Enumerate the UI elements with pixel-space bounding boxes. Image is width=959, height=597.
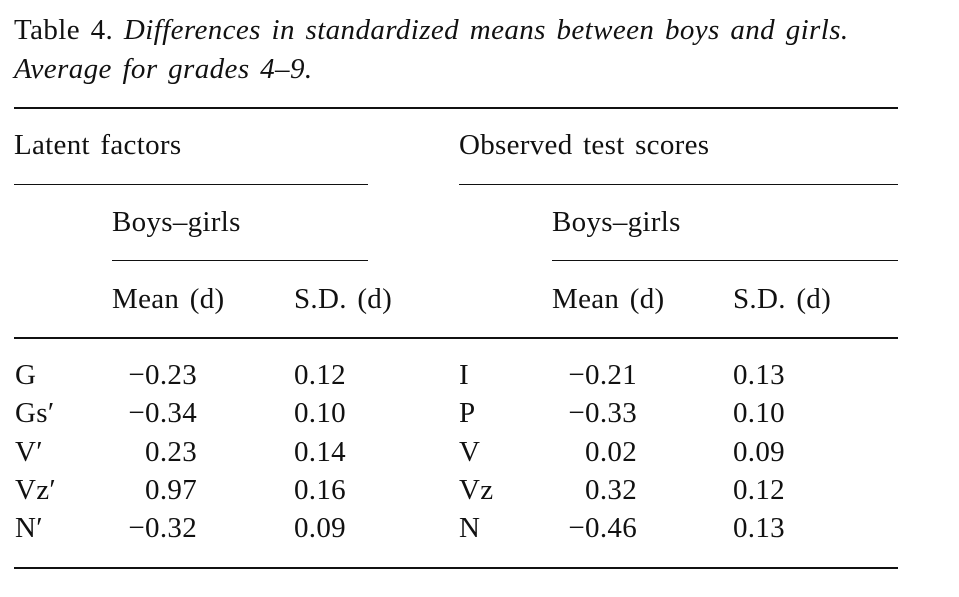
test-sd: 0.13 [733,512,785,544]
factor-mean: −0.23 [128,359,197,391]
factor-mean: 0.23 [145,436,197,468]
factor-label: V′ [15,436,43,468]
latent-group-rule [14,184,368,185]
factor-sd: 0.12 [294,359,346,391]
factor-mean: −0.34 [128,397,197,429]
caption-label: Table 4. [14,14,114,46]
test-label: Vz [459,474,494,506]
factor-label: G [15,359,37,391]
observed-subheader-rule [552,260,898,261]
test-label: V [459,436,481,468]
factor-sd: 0.16 [294,474,346,506]
header-bottom-rule [14,337,898,339]
observed-group-rule [459,184,898,185]
table-caption: Table 4. Differences in standardized mea… [14,11,914,89]
test-label: I [459,359,469,391]
caption-title-line1: Differences in standardized means betwee… [123,14,849,46]
latent-subheader-rule [112,260,368,261]
caption-title-line2: Average for grades 4–9. [14,53,313,85]
top-rule [14,107,898,109]
factor-sd: 0.14 [294,436,346,468]
observed-sd-header: S.D. (d) [733,283,832,315]
header-observed-test-scores: Observed test scores [459,129,710,161]
test-mean: −0.33 [568,397,637,429]
observed-mean-header: Mean (d) [552,283,665,315]
factor-mean: 0.97 [145,474,197,506]
factor-sd: 0.10 [294,397,346,429]
test-mean: 0.32 [585,474,637,506]
test-sd: 0.12 [733,474,785,506]
factor-mean: −0.32 [128,512,197,544]
latent-mean-header: Mean (d) [112,283,225,315]
observed-subheader: Boys–girls [552,206,681,238]
latent-subheader: Boys–girls [112,206,241,238]
test-sd: 0.10 [733,397,785,429]
factor-label: Gs′ [15,397,55,429]
test-mean: −0.21 [568,359,637,391]
caption-line-1: Table 4. Differences in standardized mea… [14,11,914,50]
factor-label: Vz′ [15,474,57,506]
test-label: N [459,512,481,544]
test-mean: 0.02 [585,436,637,468]
test-sd: 0.13 [733,359,785,391]
factor-label: N′ [15,512,43,544]
latent-sd-header: S.D. (d) [294,283,393,315]
factor-sd: 0.09 [294,512,346,544]
header-latent-factors: Latent factors [14,129,182,161]
bottom-rule [14,567,898,569]
test-label: P [459,397,476,429]
test-mean: −0.46 [568,512,637,544]
test-sd: 0.09 [733,436,785,468]
